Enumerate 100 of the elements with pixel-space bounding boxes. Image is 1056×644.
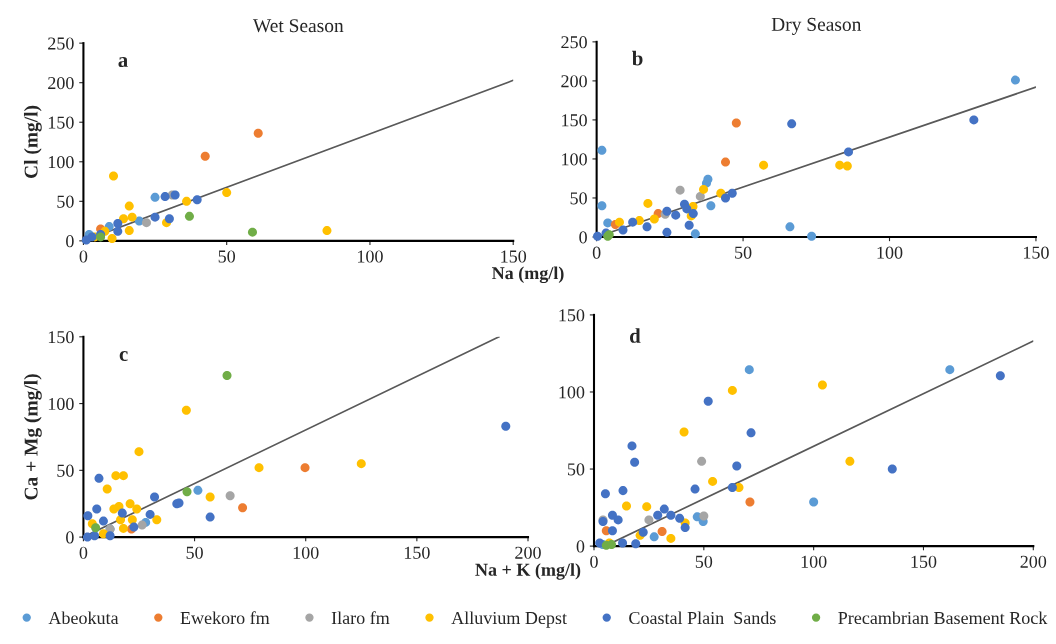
- legend-label: Precambrian Basement Rock: [838, 611, 1048, 625]
- annotation: b: [632, 50, 643, 66]
- x-tick-label: 150: [1023, 246, 1049, 259]
- point: [618, 538, 628, 548]
- point: [225, 491, 235, 501]
- point: [690, 229, 700, 239]
- point: [90, 531, 100, 541]
- point: [680, 523, 690, 533]
- point: [631, 539, 641, 549]
- point: [118, 523, 128, 533]
- point: [809, 497, 819, 507]
- x-tick-label: 0: [79, 250, 88, 263]
- point: [141, 218, 151, 228]
- y-tick-label: 0: [579, 231, 587, 244]
- point: [787, 119, 797, 129]
- point: [200, 151, 210, 161]
- point: [81, 235, 91, 245]
- point: [627, 441, 637, 451]
- x-axis-title: Na (mg/l): [491, 266, 564, 284]
- point: [597, 145, 607, 155]
- point: [807, 231, 817, 241]
- point: [842, 161, 852, 171]
- point: [182, 196, 192, 206]
- point: [119, 214, 129, 224]
- point: [699, 184, 709, 194]
- legend-label: Coastal Plain Sands: [629, 611, 776, 625]
- point: [845, 456, 855, 466]
- point: [181, 405, 191, 415]
- point: [597, 201, 607, 211]
- y-axis-title: Ca + Mg (mg/l): [23, 374, 42, 500]
- y-tick-label: 50: [567, 463, 585, 476]
- y-tick-label: 150: [562, 114, 587, 127]
- point: [618, 225, 628, 235]
- point: [706, 201, 716, 211]
- point: [666, 533, 676, 543]
- point: [182, 487, 192, 497]
- point: [356, 459, 366, 469]
- point: [682, 204, 692, 214]
- x-tick-label: 150: [404, 546, 430, 559]
- point: [607, 526, 617, 536]
- point: [145, 509, 155, 519]
- point: [113, 226, 123, 236]
- point: [642, 502, 652, 512]
- point: [613, 515, 623, 525]
- x-tick-label: 150: [501, 250, 527, 263]
- point: [746, 428, 756, 438]
- legend-label: Abeokuta: [48, 611, 119, 625]
- point: [205, 492, 215, 502]
- point: [662, 227, 672, 237]
- annotation: a: [118, 57, 128, 68]
- x-tick-label: 200: [515, 546, 541, 559]
- point: [109, 504, 119, 514]
- point: [111, 471, 121, 481]
- point: [675, 513, 685, 523]
- point: [222, 188, 232, 198]
- y-tick-label: 50: [570, 192, 587, 205]
- point: [969, 115, 979, 125]
- x-tick-label: 100: [358, 250, 383, 263]
- point: [300, 463, 310, 473]
- point: [192, 195, 202, 205]
- point: [679, 427, 689, 437]
- point: [727, 483, 737, 493]
- point: [109, 171, 119, 181]
- point: [94, 473, 104, 483]
- point: [107, 233, 117, 243]
- point: [887, 464, 897, 474]
- y-tick-label: 50: [57, 464, 74, 477]
- point: [125, 499, 135, 509]
- point: [721, 157, 730, 167]
- y-tick-label: 150: [48, 331, 74, 344]
- point: [690, 484, 700, 494]
- annotation: d: [629, 328, 641, 343]
- point: [193, 485, 203, 495]
- chart-title: Wet Season: [252, 19, 344, 33]
- point: [666, 510, 676, 520]
- point: [124, 226, 134, 236]
- point: [205, 512, 215, 522]
- y-tick-label: 0: [66, 531, 74, 544]
- point: [731, 118, 741, 128]
- point: [628, 217, 638, 227]
- y-tick-label: 150: [48, 116, 74, 129]
- point: [618, 486, 628, 496]
- point: [653, 510, 663, 520]
- point: [657, 526, 667, 536]
- point: [134, 447, 144, 457]
- point: [695, 191, 705, 201]
- point: [150, 212, 160, 222]
- point: [83, 511, 93, 521]
- x-tick-label: 0: [79, 546, 88, 559]
- point: [727, 385, 737, 395]
- x-tick-label: 150: [911, 555, 937, 568]
- point: [844, 147, 853, 157]
- point: [501, 421, 511, 431]
- x-tick-label: 0: [592, 246, 601, 259]
- point: [184, 211, 194, 221]
- point: [703, 396, 713, 406]
- point: [614, 217, 624, 227]
- point: [118, 471, 128, 481]
- point: [732, 461, 742, 471]
- point: [600, 489, 610, 499]
